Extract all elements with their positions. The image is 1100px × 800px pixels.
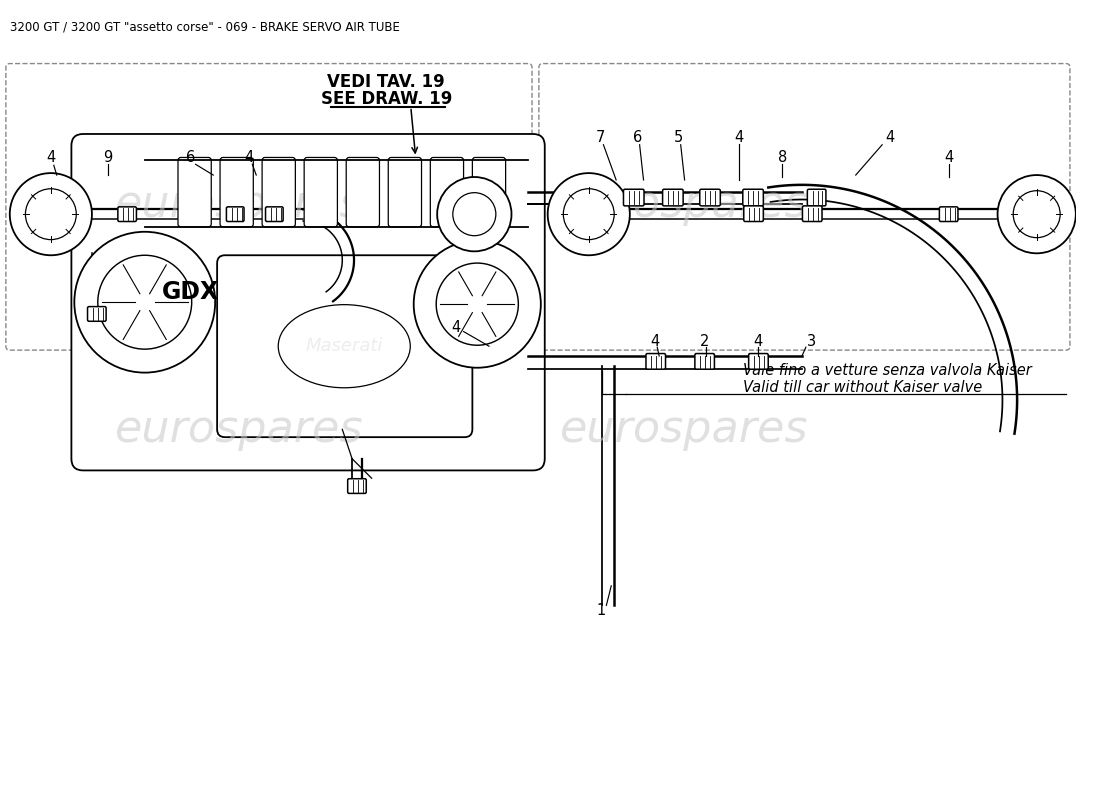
FancyBboxPatch shape: [6, 63, 532, 350]
FancyBboxPatch shape: [939, 207, 958, 222]
Text: 4: 4: [754, 334, 762, 349]
Circle shape: [10, 173, 92, 255]
Text: 4: 4: [735, 130, 744, 146]
FancyBboxPatch shape: [265, 207, 283, 222]
Text: GDX: GDX: [162, 281, 219, 305]
Ellipse shape: [278, 305, 410, 388]
Circle shape: [437, 263, 518, 346]
FancyBboxPatch shape: [348, 478, 366, 494]
Circle shape: [25, 189, 76, 240]
Text: 4: 4: [886, 130, 894, 146]
Text: eurospares: eurospares: [560, 183, 808, 226]
Text: 3200 GT / 3200 GT "assetto corse" - 069 - BRAKE SERVO AIR TUBE: 3200 GT / 3200 GT "assetto corse" - 069 …: [10, 21, 399, 34]
Text: SEE DRAW. 19: SEE DRAW. 19: [320, 90, 452, 108]
FancyBboxPatch shape: [220, 158, 253, 227]
FancyBboxPatch shape: [700, 190, 720, 206]
Text: 7: 7: [596, 130, 605, 146]
FancyBboxPatch shape: [807, 190, 826, 206]
Circle shape: [453, 193, 496, 236]
FancyBboxPatch shape: [662, 190, 683, 206]
FancyBboxPatch shape: [742, 190, 763, 206]
Circle shape: [563, 189, 614, 240]
Text: 2: 2: [700, 334, 708, 349]
Text: 4: 4: [944, 150, 954, 165]
FancyBboxPatch shape: [88, 306, 106, 322]
Circle shape: [548, 173, 630, 255]
Text: eurospares: eurospares: [116, 183, 364, 226]
Circle shape: [98, 255, 191, 349]
Text: Maserati: Maserati: [306, 338, 383, 355]
Text: 4: 4: [245, 150, 254, 165]
FancyBboxPatch shape: [624, 190, 644, 206]
FancyBboxPatch shape: [749, 354, 768, 369]
Text: Valid till car without Kaiser valve: Valid till car without Kaiser valve: [744, 380, 982, 394]
Text: 5: 5: [674, 130, 683, 146]
Circle shape: [414, 241, 541, 368]
Text: eurospares: eurospares: [116, 408, 364, 451]
FancyBboxPatch shape: [472, 158, 506, 227]
FancyBboxPatch shape: [430, 158, 463, 227]
Text: eurospares: eurospares: [560, 408, 808, 451]
Text: 4: 4: [451, 320, 461, 335]
Text: 6: 6: [632, 130, 642, 146]
FancyBboxPatch shape: [72, 134, 544, 470]
Text: 4: 4: [650, 334, 660, 349]
FancyBboxPatch shape: [539, 63, 1070, 350]
FancyBboxPatch shape: [388, 158, 421, 227]
Circle shape: [998, 175, 1076, 254]
FancyBboxPatch shape: [118, 207, 136, 222]
Text: 1: 1: [597, 602, 606, 618]
Circle shape: [1013, 190, 1060, 238]
FancyBboxPatch shape: [695, 354, 714, 369]
Text: Vale fino a vetture senza valvola Kaiser: Vale fino a vetture senza valvola Kaiser: [744, 363, 1032, 378]
Text: VEDI TAV. 19: VEDI TAV. 19: [328, 73, 446, 91]
FancyBboxPatch shape: [305, 158, 338, 227]
Text: 8: 8: [778, 150, 786, 165]
FancyBboxPatch shape: [646, 354, 666, 369]
FancyBboxPatch shape: [802, 206, 822, 222]
Circle shape: [75, 232, 216, 373]
Text: 3: 3: [807, 334, 816, 349]
Text: 4: 4: [46, 150, 55, 165]
FancyBboxPatch shape: [744, 206, 763, 222]
Text: 9: 9: [103, 150, 112, 165]
Circle shape: [437, 177, 512, 251]
FancyBboxPatch shape: [262, 158, 296, 227]
FancyBboxPatch shape: [217, 255, 472, 437]
FancyBboxPatch shape: [178, 158, 211, 227]
FancyBboxPatch shape: [227, 207, 244, 222]
FancyBboxPatch shape: [346, 158, 380, 227]
Text: 6: 6: [186, 150, 196, 165]
